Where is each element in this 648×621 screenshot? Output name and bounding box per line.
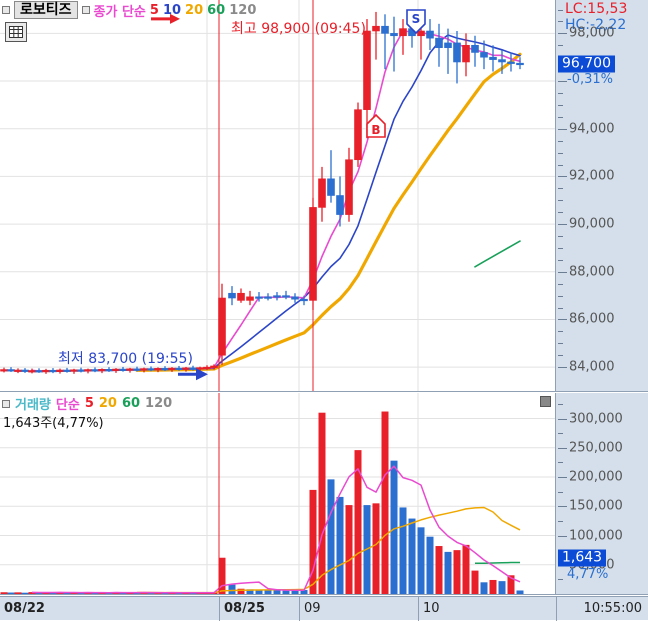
volume-minor-tick	[558, 579, 563, 581]
vol-ma-period-60[interactable]: 60	[121, 396, 141, 411]
grid-icon[interactable]	[5, 22, 27, 42]
vol-ma-period-20[interactable]: 20	[98, 396, 117, 411]
price-tick-label: 98,000	[569, 25, 615, 41]
vol-ma-period-120[interactable]: 120	[145, 396, 173, 411]
price-minor-tick	[558, 9, 563, 11]
ma-period-20[interactable]: 20	[185, 2, 204, 18]
ma-period-120[interactable]: 120	[229, 2, 257, 18]
volume-minor-tick	[558, 491, 563, 493]
price-minor-tick	[558, 236, 563, 238]
square-icon[interactable]	[2, 6, 10, 14]
price-minor-tick	[558, 92, 563, 94]
price-chart-canvas[interactable]: BS	[0, 0, 555, 391]
price-minor-tick	[558, 212, 563, 214]
volume-minor-tick	[558, 433, 563, 435]
volume-tick-label: 200,000	[569, 469, 623, 485]
volume-indicator-label: 단순	[55, 398, 80, 413]
price-tick	[558, 81, 567, 83]
lc-value: LC:15,53	[565, 1, 628, 17]
price-minor-tick	[558, 283, 563, 285]
price-axis[interactable]: LC:15,53 HC:-2,22 98,00096,00094,00092,0…	[556, 0, 648, 392]
price-minor-tick	[558, 140, 563, 142]
price-change-pct: -0,31%	[567, 72, 613, 88]
price-legend: 로보티즈 종가 단순 5 10 20 60 120	[2, 1, 257, 20]
price-tick-label: 92,000	[569, 168, 615, 184]
symbol-chip[interactable]: 로보티즈	[14, 1, 78, 19]
ma-period-5[interactable]: 5	[149, 2, 159, 18]
buy-marker: B	[366, 113, 386, 138]
volume-tick	[558, 535, 567, 537]
volume-tick-label: 100,000	[569, 528, 623, 543]
price-minor-tick	[558, 188, 563, 190]
time-axis-tick: 10	[418, 597, 556, 621]
price-minor-tick	[558, 355, 563, 357]
price-minor-tick	[558, 200, 563, 202]
volume-tick-label: 150,000	[569, 498, 623, 514]
volume-value-text: 1,643주(4,77%)	[3, 416, 104, 431]
price-minor-tick	[558, 295, 563, 297]
price-tick-label: 84,000	[569, 359, 615, 375]
current-price-badge: 96,700	[558, 55, 615, 73]
volume-minor-tick	[558, 462, 563, 464]
volume-panel-menu-icon[interactable]	[540, 396, 551, 407]
price-tick	[558, 271, 567, 273]
vol-ma-period-5[interactable]: 5	[84, 396, 94, 411]
price-minor-tick	[558, 164, 563, 166]
low-annotation: 최저 83,700 (19:55)	[58, 351, 193, 367]
volume-tick	[558, 447, 567, 449]
volume-tick-label: 300,000	[569, 411, 623, 427]
price-tick	[558, 176, 567, 178]
price-minor-tick	[558, 21, 563, 23]
volume-tick	[558, 477, 567, 479]
price-tick-label: 86,000	[569, 311, 615, 327]
current-volume-badge: 1,643	[558, 549, 607, 567]
price-tick	[558, 367, 567, 369]
hc-value: HC:-2,22	[565, 17, 627, 33]
svg-text:S: S	[412, 12, 421, 26]
price-minor-tick	[558, 45, 563, 47]
price-minor-tick	[558, 331, 563, 333]
price-tick-label: 90,000	[569, 216, 615, 232]
volume-tick	[558, 418, 567, 420]
time-axis-tick: 10:55:00	[556, 597, 648, 621]
price-tick	[558, 319, 567, 321]
volume-tick	[558, 506, 567, 508]
square-icon-volume[interactable]	[2, 399, 10, 408]
price-tick	[558, 224, 567, 226]
volume-legend: 거래량 단순 5 20 60 120	[2, 395, 173, 413]
price-tick-label: 94,000	[569, 121, 615, 137]
price-minor-tick	[558, 104, 563, 106]
high-annotation: 최고 98,900 (09:45)	[231, 21, 366, 37]
price-minor-tick	[558, 116, 563, 118]
price-minor-tick	[558, 247, 563, 249]
price-minor-tick	[558, 259, 563, 261]
price-tick	[558, 128, 567, 130]
volume-minor-tick	[558, 520, 563, 522]
volume-tick-label: 250,000	[569, 440, 623, 456]
volume-title: 거래량	[15, 398, 51, 413]
volume-axis[interactable]: 300,000250,000200,000150,000100,00050,00…	[556, 393, 648, 595]
square-icon-indicator[interactable]	[81, 6, 90, 14]
price-minor-tick	[558, 307, 563, 309]
volume-chart-panel[interactable]: 거래량 단순 5 20 60 120 1,643주(4,77%)	[0, 393, 556, 595]
volume-pct: 4,77%	[567, 567, 609, 582]
time-axis-tick: 08/25	[219, 597, 299, 621]
indicator-label: 종가 단순	[93, 4, 146, 20]
price-minor-tick	[558, 152, 563, 154]
sell-marker: S	[406, 9, 426, 35]
svg-text:B: B	[371, 123, 380, 137]
price-minor-tick	[558, 343, 563, 345]
time-axis-tick: 08/22	[4, 601, 45, 616]
volume-minor-tick	[558, 403, 563, 405]
time-axis-tick: 09	[299, 597, 418, 621]
price-tick-label: 88,000	[569, 264, 615, 280]
volume-chart-canvas[interactable]	[0, 393, 555, 594]
time-axis[interactable]: 08/22 08/25 09 10 10:55:00	[0, 596, 648, 621]
ma-period-10[interactable]: 10	[162, 2, 182, 18]
grid-glyph	[9, 26, 23, 38]
price-tick	[558, 33, 567, 35]
ma-period-60[interactable]: 60	[207, 2, 226, 18]
